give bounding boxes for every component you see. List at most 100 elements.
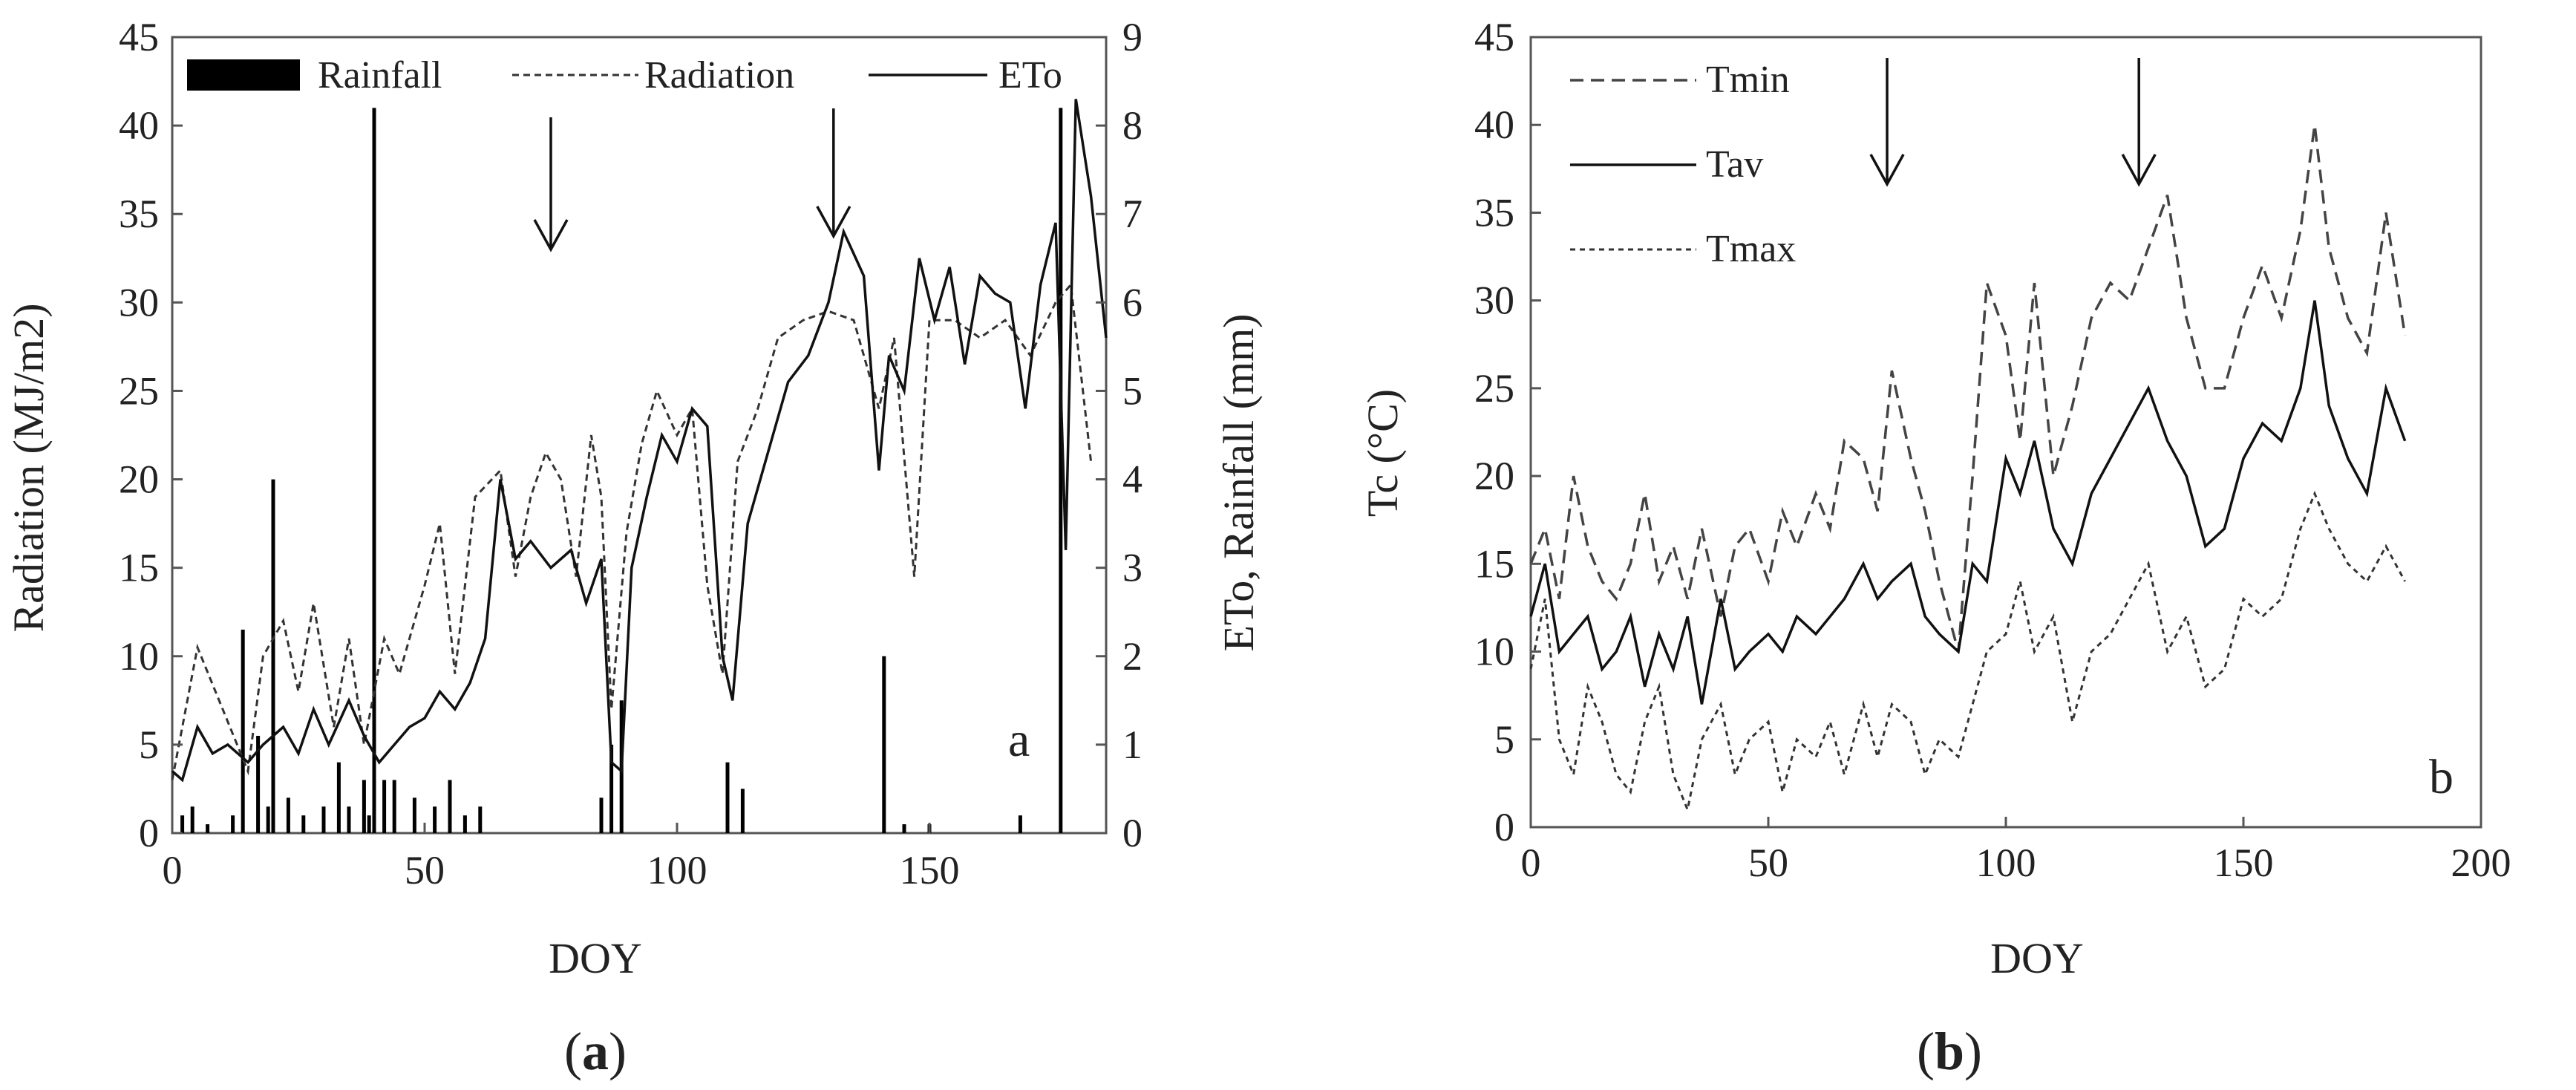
left-y-tick-label: 25 [119,368,159,413]
left-y-tick-label: 30 [119,280,159,324]
right-y-tick-label: 8 [1122,103,1142,148]
rainfall-bar [412,797,416,833]
rainfall-bar [321,806,326,833]
x-tick-label: 150 [900,848,960,892]
arrow-b-1-head [1869,154,1905,187]
panel-b: 0 5 10 15 20 25 30 35 40 45 0 50 100 150 200 Tmin Tav … [1359,15,2511,1081]
right-y-tick-label: 1 [1122,722,1142,767]
x-tick-label: 50 [1748,841,1788,885]
rainfall-bar [241,630,245,833]
panel-b-ticks: 0 5 10 15 20 25 30 35 40 45 0 50 100 150 200 [1474,15,2511,885]
legend-label-rainfall: Rainfall [318,54,442,97]
y-tick-label: 15 [1474,541,1514,586]
rainfall-bar [392,780,396,833]
x-tick-label: 50 [405,848,445,892]
y-tick-label: 10 [1474,630,1514,674]
legend-label-tmin: Tmin [1706,59,1790,101]
rainfall-bar [180,815,185,833]
panel-a-legend: Rainfall Radiation ETo [187,54,1062,97]
panel-a-caption: (a) [564,1022,627,1081]
rainfall-bar [266,806,270,833]
left-y-tick-label: 15 [119,546,159,590]
left-y-tick-label: 10 [119,634,159,679]
eto-series-line [171,99,1108,783]
rainfall-bar [1059,108,1063,834]
rainfall-bar [336,762,341,833]
right-y-tick-label: 6 [1122,280,1142,324]
arrow-b-2-head [2121,154,2157,187]
panel-a-corner-label: a [1008,713,1030,767]
rainfall-bar [448,780,452,833]
y-tick-label: 35 [1474,190,1514,235]
legend-label-tmax: Tmax [1706,228,1796,270]
rainfall-bar [256,736,261,833]
panel-b-caption: (b) [1917,1022,1982,1081]
x-tick-label: 100 [1976,841,2036,885]
panel-a-right-axis-label: ETo, Rainfall (mm) [1215,314,1263,652]
legend-label-eto: ETo [998,54,1062,97]
right-y-tick-label: 9 [1122,15,1142,59]
right-y-tick-label: 4 [1122,457,1142,502]
rainfall-bar [725,762,730,833]
panel-b-corner-label: b [2429,750,2454,804]
x-tick-label: 150 [2214,841,2274,885]
rainfall-bar [206,824,210,833]
arrow-a-2-head [816,206,851,239]
rainfall-bar [740,789,745,833]
legend-label-tav: Tav [1706,143,1763,186]
right-y-tick-label: 2 [1122,634,1142,679]
right-y-tick-label: 3 [1122,546,1142,590]
y-tick-label: 0 [1494,805,1514,849]
rainfall-bar [367,815,371,833]
rainfall-bar [902,824,906,833]
rainfall-bar [599,797,604,833]
arrow-a-1-head [533,219,569,252]
left-y-tick-label: 20 [119,457,159,502]
panel-b-legend: Tmin Tav Tmax [1570,59,1796,270]
panel-b-x-axis-label: DOY [1990,934,2084,982]
rainfall-bar [478,806,483,833]
rainfall-bar [231,815,235,833]
tmin-series-line [1529,124,2407,653]
left-y-tick-label: 35 [119,192,159,236]
rainfall-bar [382,780,387,833]
right-y-tick-label: 7 [1122,192,1142,236]
legend-label-radiation: Radiation [644,54,794,97]
left-y-tick-label: 0 [139,811,159,855]
panel-a-x-axis-label: DOY [549,934,642,982]
legend-swatch-rainfall [187,59,300,91]
rainfall-bar [347,806,351,833]
y-tick-label: 20 [1474,454,1514,498]
x-tick-label: 0 [1521,841,1541,885]
panel-a-plot-frame [171,36,1108,835]
left-y-tick-label: 5 [139,722,159,767]
rainfall-bar [286,797,290,833]
right-y-tick-label: 0 [1122,811,1142,855]
rainfall-bar [190,806,194,833]
radiation-series-line [171,281,1093,780]
panel-a-left-axis-label: Radiation (MJ/m2) [4,303,53,632]
rainfall-bar [301,815,306,833]
panel-b-arrows [1869,58,2157,187]
rainfall-bar [882,656,886,833]
y-tick-label: 5 [1494,717,1514,762]
y-tick-label: 40 [1474,102,1514,147]
x-tick-label: 0 [163,848,183,892]
right-y-tick-label: 5 [1122,368,1142,413]
rainfall-bar [609,744,614,833]
x-tick-label: 100 [647,848,707,892]
tav-series-line [1529,300,2407,705]
left-y-tick-label: 40 [119,103,159,148]
rainfall-bar [1018,815,1022,833]
y-tick-label: 45 [1474,15,1514,59]
rainfall-bar [271,479,275,833]
y-tick-label: 25 [1474,366,1514,411]
rainfall-bar [433,806,437,833]
rainfall-bar [462,815,467,833]
rainfall-bar [362,780,366,833]
panel-b-y-axis-label: Tc (°C) [1359,389,1407,517]
